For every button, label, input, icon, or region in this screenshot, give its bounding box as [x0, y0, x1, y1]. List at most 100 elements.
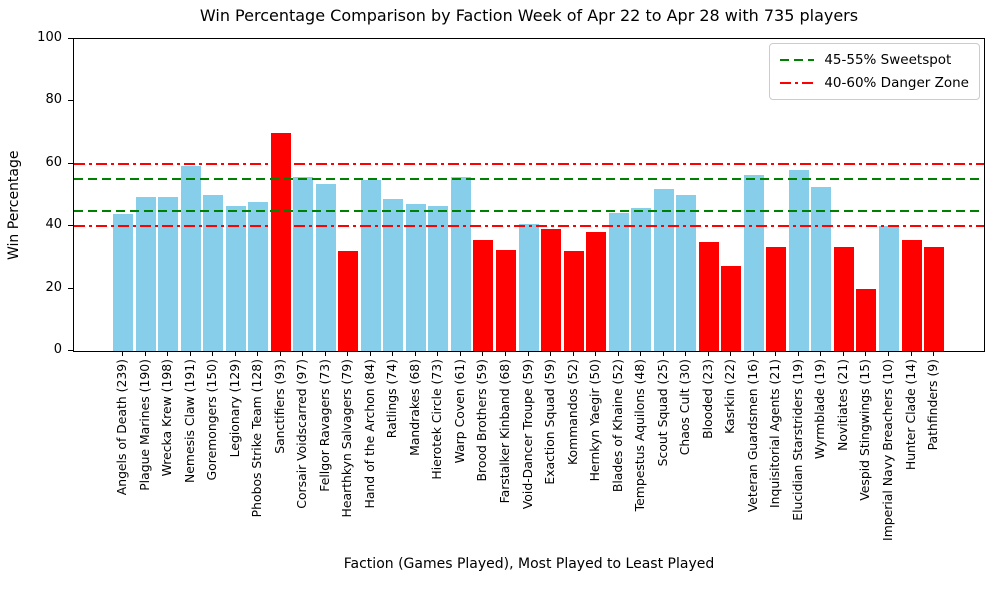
- bar-tempestus-aquilons: [631, 208, 652, 351]
- x-tick-mark: [392, 352, 394, 356]
- x-tick-label: Sanctifiers (93): [271, 359, 287, 454]
- legend-item-danger-zone: 40-60% Danger Zone: [780, 75, 969, 91]
- bar-brood-brothers: [473, 239, 494, 351]
- x-tick-label: Novitiates (21): [834, 359, 850, 451]
- x-tick-label: Blooded (23): [699, 359, 715, 439]
- x-tick-mark: [527, 352, 529, 356]
- x-tick-label: Hierotek Circle (73): [429, 359, 445, 480]
- y-tick-label: 60: [45, 154, 62, 170]
- bar-hunter-clade: [901, 239, 922, 351]
- x-tick-mark: [842, 352, 844, 356]
- x-tick-mark: [459, 352, 461, 356]
- x-tick-label: Exaction Squad (59): [542, 359, 558, 485]
- y-tick-label: 80: [45, 92, 62, 108]
- y-tick-mark: [68, 287, 73, 289]
- bar-legionary: [225, 205, 246, 351]
- y-tick-mark: [68, 162, 73, 164]
- legend: 45-55% Sweetspot 40-60% Danger Zone: [769, 43, 980, 100]
- x-tick-label: Corsair Voidscarred (97): [294, 359, 310, 509]
- bar-elucidian-starstriders: [788, 170, 809, 351]
- x-tick-label: Hunter Clade (14): [902, 359, 918, 471]
- x-axis-label: Faction (Games Played), Most Played to L…: [343, 556, 715, 572]
- x-tick-mark: [414, 352, 416, 356]
- bar-novitiates: [833, 247, 854, 351]
- x-tick-label: Wrecka Krew (198): [159, 359, 175, 477]
- x-tick-label: Farstalker Kinband (68): [497, 359, 512, 504]
- bar-inquisitorial-agents: [766, 247, 787, 351]
- bar-phobos-strike-team: [248, 202, 269, 351]
- plot-area: 45-55% Sweetspot 40-60% Danger Zone: [73, 38, 985, 352]
- danger-zone-line-60: [74, 162, 984, 165]
- bar-corsair-voidscarred: [293, 177, 314, 351]
- x-tick-mark: [572, 352, 574, 356]
- x-tick-label: Phobos Strike Team (128): [249, 359, 265, 518]
- x-tick-label: Fellgor Ravagers (73): [316, 359, 332, 492]
- bar-blooded: [698, 242, 719, 351]
- x-tick-mark: [369, 352, 371, 356]
- sweetspot-line-55: [74, 178, 984, 181]
- x-tick-label: Angels of Death (239): [114, 359, 129, 496]
- x-tick-mark: [752, 352, 754, 356]
- x-tick-mark: [144, 352, 146, 356]
- sweetspot-line-45: [74, 209, 984, 212]
- bar-hernkyn-yaegir: [586, 232, 607, 351]
- x-tick-mark: [910, 352, 912, 356]
- x-tick-mark: [617, 352, 619, 356]
- x-tick-label: Scout Squad (25): [654, 359, 670, 467]
- x-tick-mark: [279, 352, 281, 356]
- bar-hearthkyn-salvagers: [338, 251, 359, 351]
- x-tick-mark: [482, 352, 484, 356]
- x-tick-label: Blades of Khaine (52): [609, 359, 625, 493]
- x-tick-mark: [347, 352, 349, 356]
- x-tick-label: Pathfinders (9): [925, 359, 941, 451]
- x-tick-label: Goremongers (150): [204, 359, 220, 481]
- x-tick-label: Nemesis Claw (191): [181, 359, 197, 483]
- x-tick-label: Plague Marines (190): [136, 359, 152, 491]
- legend-label-sweetspot: 45-55% Sweetspot: [824, 52, 952, 68]
- bar-wrecka-krew: [158, 196, 179, 351]
- x-tick-mark: [775, 352, 777, 356]
- y-tick-label: 0: [53, 342, 62, 357]
- bar-hierotek-circle: [428, 205, 449, 351]
- x-tick-label: Vespid Stingwings (15): [857, 359, 873, 501]
- y-tick-mark: [68, 225, 73, 227]
- x-tick-mark: [662, 352, 664, 356]
- bar-pathfinders: [924, 247, 945, 351]
- bar-blades-of-khaine: [608, 213, 629, 351]
- x-tick-mark: [212, 352, 214, 356]
- x-tick-label: Warp Coven (61): [451, 359, 467, 464]
- legend-item-sweetspot: 45-55% Sweetspot: [780, 52, 969, 68]
- y-tick-label: 20: [45, 279, 62, 295]
- x-tick-mark: [707, 352, 709, 356]
- danger-zone-line-icon: [780, 82, 815, 84]
- bar-veteran-guardsmen: [743, 175, 764, 351]
- bar-ratlings: [383, 199, 404, 351]
- x-tick-mark: [820, 352, 822, 356]
- x-tick-mark: [888, 352, 890, 356]
- x-tick-mark: [234, 352, 236, 356]
- y-tick-mark: [68, 38, 73, 39]
- x-tick-label: Chaos Cult (30): [677, 359, 693, 456]
- legend-label-danger-zone: 40-60% Danger Zone: [824, 75, 969, 91]
- x-tick-mark: [595, 352, 597, 356]
- bar-mandrakes: [405, 204, 426, 351]
- y-tick-label: 40: [45, 217, 62, 233]
- x-tick-label: Mandrakes (68): [406, 359, 422, 456]
- bar-exaction-squad: [541, 229, 562, 351]
- x-tick-mark: [865, 352, 867, 356]
- x-tick-label: Imperial Navy Breachers (10): [880, 359, 896, 541]
- x-tick-label: Hearthkyn Salvagers (79): [339, 359, 355, 518]
- y-tick-label: 100: [37, 30, 62, 45]
- x-tick-mark: [933, 352, 935, 356]
- bar-goremongers: [203, 195, 224, 351]
- bar-imperial-navy-breachers: [879, 226, 900, 351]
- x-tick-mark: [685, 352, 687, 356]
- x-tick-label: Hand of the Archon (84): [361, 359, 377, 509]
- x-tick-mark: [257, 352, 259, 356]
- bar-warp-coven: [450, 177, 471, 351]
- x-tick-mark: [167, 352, 169, 356]
- bar-scout-squad: [653, 188, 674, 351]
- x-tick-label: Kasrkin (22): [722, 359, 738, 434]
- x-tick-label: Tempestus Aquilons (48): [632, 359, 648, 512]
